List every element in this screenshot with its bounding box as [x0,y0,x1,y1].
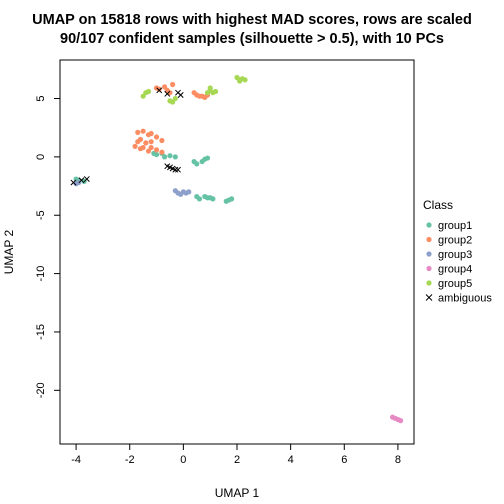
legend-label-group3: group3 [438,249,472,261]
ambiguous-point [156,87,163,94]
x-tick-label: 2 [234,454,240,466]
group1-point [172,154,178,160]
legend-symbol-group4 [426,265,432,272]
group2-point [167,90,173,96]
group2-point [148,144,154,151]
legend-title: Class [423,198,453,212]
legend-symbol-group5 [426,280,432,286]
group1-point [167,153,173,159]
group2-point [159,149,165,155]
legend-symbol-ambiguous [425,294,433,301]
y-axis-label: UMAP 2 [2,229,16,274]
x-axis: -4 -2 0 2 4 6 8 [71,443,401,466]
x-tick-label: 0 [180,454,186,466]
legend: Class group1 group2 group3 group4 group5 ambi… [423,198,492,305]
group2-point [148,130,154,137]
y-tick-label: -10 [35,266,47,282]
group2-point [153,134,160,140]
ambiguous-point [175,166,181,173]
chart-title: UMAP on 15818 rows with highest MAD scor… [32,12,472,28]
group2-point [156,86,162,92]
group2-point [132,143,138,149]
group5-point [207,85,213,91]
x-tick-label: -2 [125,454,135,466]
group1-point [196,196,203,202]
x-tick-label: 4 [288,454,294,466]
x-tick-label: 6 [341,454,347,466]
group5-point [172,95,178,102]
legend-label-group1: group1 [438,220,472,232]
group5-point [237,78,243,84]
group5-point [212,88,219,95]
group2-point [170,81,176,88]
group1-point [210,196,216,202]
plot-frame [59,59,415,445]
group2-point [135,129,141,135]
ambiguous-point [177,92,184,98]
data-points [70,74,404,424]
group2-point [140,128,146,134]
group1-point [153,151,160,158]
x-axis-label: UMAP 1 [215,486,260,500]
legend-symbol-group2 [426,236,432,243]
ambiguous-point [70,179,77,186]
group2-point [153,147,160,153]
ambiguous-point [78,177,85,184]
group2-point [159,137,165,144]
legend-symbol-group3 [426,251,432,257]
group1-point [194,161,200,167]
group5-point [242,77,248,83]
group1-point [204,155,211,161]
legend-label-group2: group2 [438,235,472,247]
legend-label-ambiguous: ambiguous [438,293,492,305]
y-axis: -20 -15 -10 -5 0 5 [35,95,61,398]
y-tick-label: 5 [35,95,47,101]
legend-label-group5: group5 [438,278,472,290]
group2-point [143,140,149,146]
group1-point [229,196,235,202]
ambiguous-point [164,90,171,97]
y-tick-label: -5 [35,210,47,220]
group5-point [145,88,152,95]
y-tick-label: -15 [35,324,47,340]
legend-label-group4: group4 [438,264,472,276]
ambiguous-point [83,176,90,183]
group4-point [397,418,404,424]
group2-point [148,139,154,145]
ambiguous-point [172,166,179,173]
y-tick-label: 0 [35,154,47,160]
legend-symbol-group1 [426,222,432,228]
group3-point [186,189,192,195]
y-tick-label: -20 [35,382,47,398]
group2-point [140,144,146,151]
group1-point [161,154,168,160]
x-tick-label: -4 [71,454,81,466]
group2-point [137,136,144,142]
x-tick-label: 8 [395,454,401,466]
chart-subtitle: 90/107 confident samples (silhouette > 0… [60,31,444,47]
